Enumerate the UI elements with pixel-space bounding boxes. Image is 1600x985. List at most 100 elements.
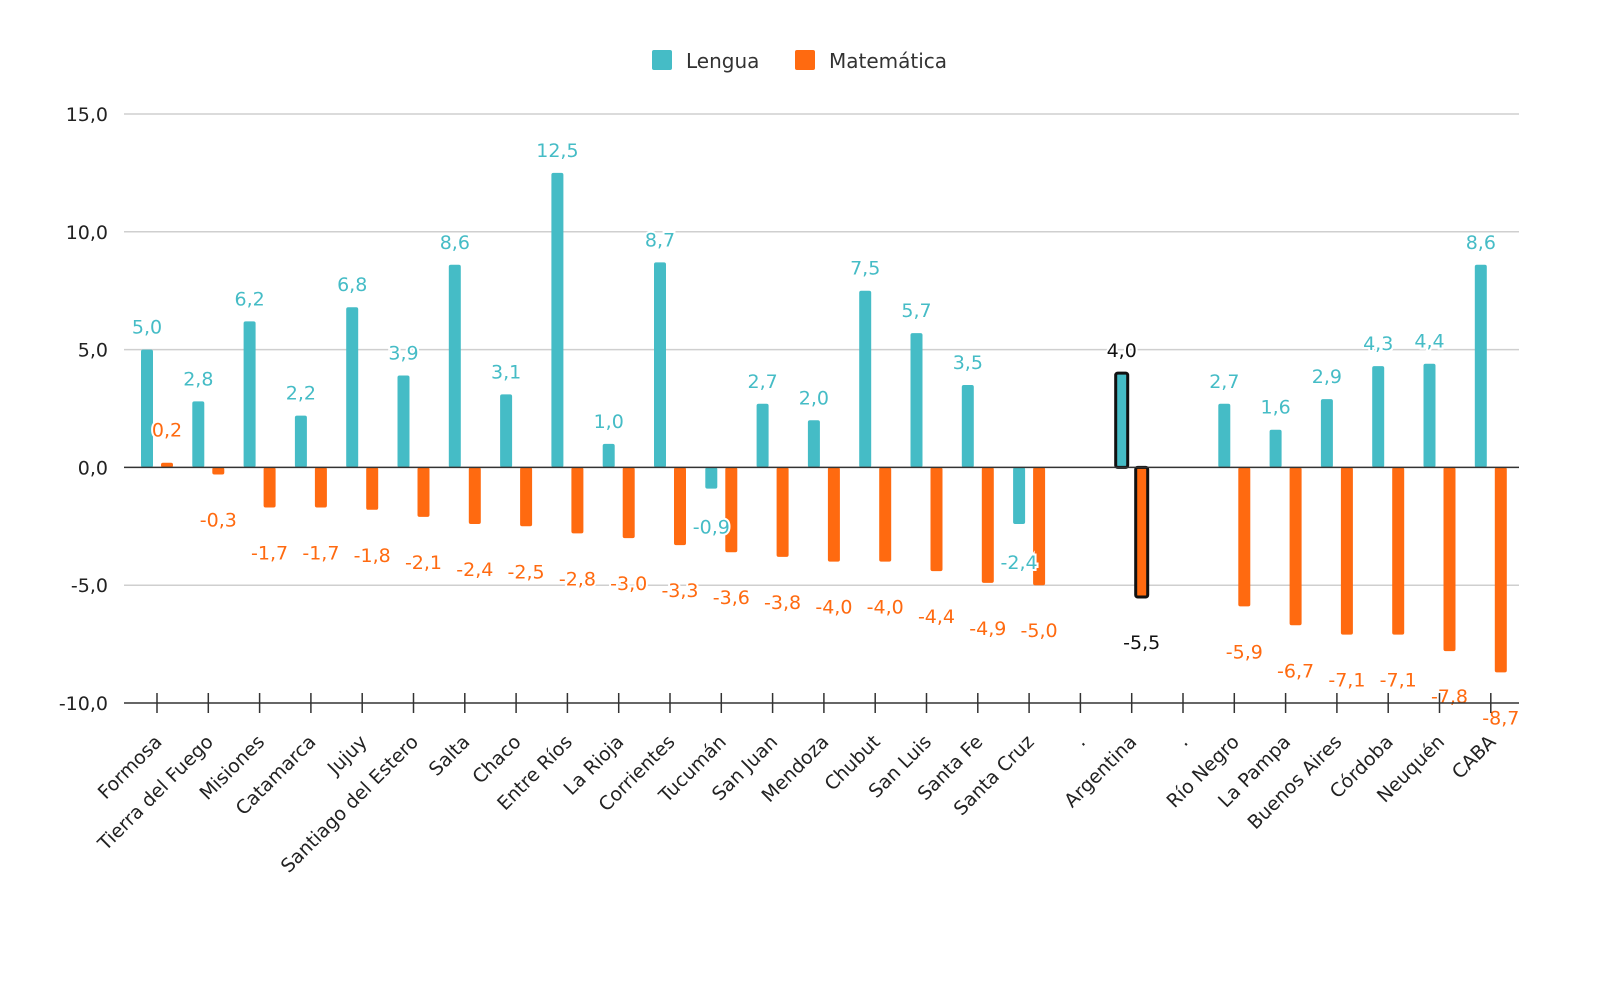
data-label-matematica: -7,1 (1328, 670, 1365, 692)
bar-lengua (192, 401, 205, 468)
data-label-lengua: 6,8 (337, 274, 367, 296)
bar-matematica (725, 467, 738, 553)
data-label-lengua: 2,7 (1209, 371, 1239, 393)
legend-swatch-matematica (795, 50, 815, 70)
data-label-matematica: -5,9 (1226, 641, 1263, 663)
bar-matematica (571, 467, 584, 534)
x-tick-label: . (1173, 731, 1193, 751)
data-label-matematica: -2,5 (508, 561, 545, 583)
bar-lengua (1269, 429, 1282, 468)
data-label-lengua: 8,6 (1466, 232, 1496, 254)
bar-lengua (705, 467, 718, 489)
data-label-lengua: 5,7 (901, 300, 931, 322)
bar-matematica (981, 467, 994, 583)
data-label-matematica: -2,4 (456, 559, 493, 581)
bar-matematica (263, 467, 276, 508)
x-tick-label: Jujuy (323, 731, 372, 780)
data-label-lengua: 1,0 (594, 411, 624, 433)
data-label-matematica: -1,8 (354, 545, 391, 567)
bar-lengua (500, 394, 513, 468)
data-label-matematica: -4,0 (815, 597, 852, 619)
data-label-lengua: -0,9 (693, 517, 730, 539)
data-label-matematica: -3,3 (661, 580, 698, 602)
y-tick-label: 5,0 (78, 340, 108, 362)
x-tick-label: Salta (425, 731, 475, 781)
bar-matematica (417, 467, 430, 517)
gridlines (124, 113, 1519, 586)
data-label-matematica: -5,5 (1123, 632, 1160, 654)
bar-lengua (448, 264, 461, 468)
data-label-matematica: -4,4 (918, 606, 955, 628)
data-label-lengua: 1,6 (1260, 397, 1290, 419)
data-label-lengua: 7,5 (850, 258, 880, 280)
bar-matematica (520, 467, 533, 527)
bar-matematica (1340, 467, 1353, 635)
bar-lengua (1013, 467, 1026, 524)
bar-lengua (243, 321, 256, 468)
data-label-lengua: 2,2 (286, 383, 316, 405)
data-label-lengua: -2,4 (1001, 552, 1038, 574)
bar-matematica (212, 467, 225, 475)
bar-matematica (1289, 467, 1302, 626)
data-label-lengua: 4,0 (1107, 340, 1137, 362)
data-label-matematica: -7,8 (1431, 686, 1468, 708)
data-label-lengua: 2,0 (799, 387, 829, 409)
data-label-matematica: -6,7 (1277, 660, 1314, 682)
data-label-lengua: 2,8 (183, 368, 213, 390)
bar-matematica (1134, 465, 1150, 599)
bar-lengua (1423, 363, 1436, 468)
data-label-lengua: 3,5 (953, 352, 983, 374)
bar-lengua (961, 384, 974, 468)
data-label-lengua: 3,9 (388, 343, 418, 365)
bar-lengua (602, 443, 615, 468)
data-label-matematica: 0,2 (152, 420, 182, 442)
legend-swatch-lengua (652, 50, 672, 70)
x-tick-label: CABA (1448, 731, 1501, 784)
bar-matematica (366, 467, 379, 510)
bar-lengua (756, 403, 769, 468)
data-label-matematica: -1,7 (302, 542, 339, 564)
bar-lengua (551, 172, 564, 468)
bar-lengua (397, 375, 410, 468)
legend-label-lengua: Lengua (686, 49, 759, 73)
y-tick-label: 0,0 (78, 457, 108, 479)
data-labels: 5,0 0,2 2,8 -0,3 6,2 -1,7 2,2 -1,7 6,8 -1,8 3,9 -2,… (130, 138, 1521, 731)
bar-lengua (654, 262, 666, 468)
data-label-matematica: -0,3 (200, 509, 237, 531)
data-label-matematica: -7,1 (1380, 670, 1417, 692)
bar-matematica (879, 467, 892, 562)
bar-matematica (1494, 467, 1507, 673)
bar-lengua (859, 290, 872, 468)
data-label-matematica: -3,6 (713, 587, 750, 609)
data-label-lengua: 3,1 (491, 361, 521, 383)
bar-lengua (1114, 371, 1130, 469)
bar-matematica (1443, 467, 1456, 652)
bar-lengua (1320, 399, 1333, 468)
bar-lengua (1218, 403, 1231, 468)
y-tick-label: 10,0 (66, 222, 108, 244)
y-axis: 15,0 10,0 5,0 0,0 -5,0 -10,0 (59, 104, 108, 715)
bar-matematica (468, 467, 481, 524)
legend: Lengua Matemática (652, 49, 947, 73)
bar-matematica (314, 467, 327, 508)
data-label-matematica: -3,0 (610, 573, 647, 595)
data-label-matematica: -3,8 (764, 592, 801, 614)
bar-matematica (930, 467, 943, 572)
bar-matematica (1033, 467, 1046, 586)
data-label-lengua: 8,7 (645, 229, 675, 251)
data-label-lengua: 2,9 (1312, 366, 1342, 388)
bar-matematica (622, 467, 635, 539)
bar-lengua (1474, 264, 1487, 468)
y-tick-label: 15,0 (66, 104, 108, 126)
y-tick-label: -10,0 (59, 693, 108, 715)
bar-matematica (776, 467, 789, 557)
data-label-lengua: 6,2 (234, 288, 264, 310)
data-label-lengua: 8,6 (440, 232, 470, 254)
bar-lengua (294, 415, 307, 468)
bar-lengua (346, 307, 359, 468)
data-label-matematica: -1,7 (251, 542, 288, 564)
bar-lengua (807, 420, 820, 468)
data-label-lengua: 2,7 (747, 371, 777, 393)
data-label-matematica: -8,7 (1482, 707, 1519, 729)
